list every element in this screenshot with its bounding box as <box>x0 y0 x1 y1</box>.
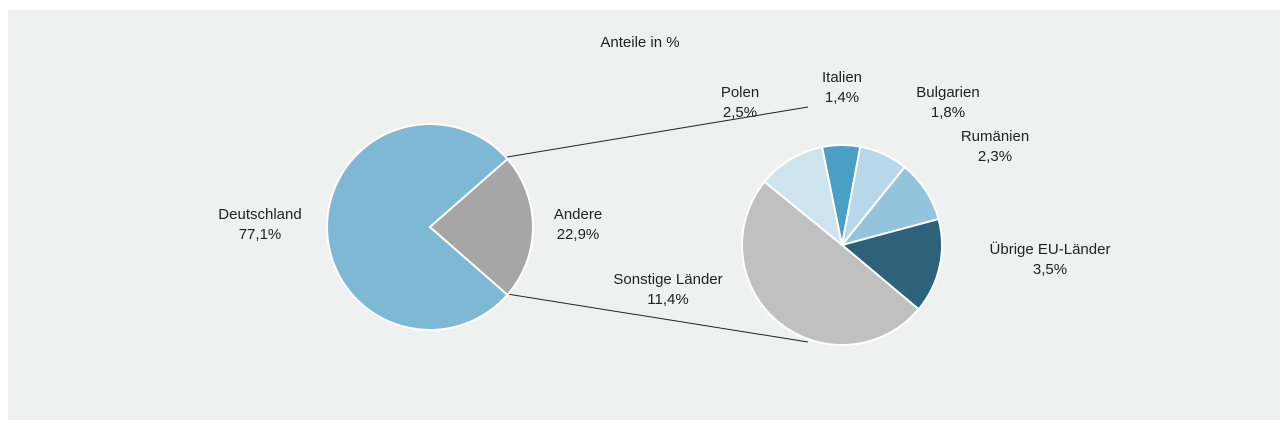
slice-value-label: 77,1% <box>239 226 282 243</box>
pie-slice <box>763 145 844 248</box>
slice-label: Übrige EU-Länder <box>990 240 1111 258</box>
slice-label: Deutschland <box>218 206 301 223</box>
slice-value-label: 11,4% <box>647 291 688 308</box>
pie-slice <box>428 157 534 297</box>
slice-value-label: 2,5% <box>723 104 757 121</box>
slice-label: Rumänien <box>961 128 1029 145</box>
slice-value-label: 1,4% <box>825 89 859 106</box>
slice-label: Andere <box>554 206 602 223</box>
pie-slice <box>326 123 509 331</box>
slice-label: Sonstige Länder <box>613 271 722 288</box>
chart-title: Anteile in % <box>600 34 679 51</box>
slice-label: Italien <box>822 69 862 86</box>
slice-label: Bulgarien <box>916 84 979 101</box>
pie-slice <box>741 180 921 346</box>
slice-value-label: 22,9% <box>557 226 600 243</box>
slice-label: Polen <box>721 84 759 101</box>
connector <box>506 106 809 158</box>
slice-value-label: 3,5% <box>1033 261 1067 278</box>
slice-value-label: 2,3% <box>978 148 1012 165</box>
pie-slice <box>839 217 943 311</box>
background <box>8 10 1280 420</box>
slice-value-label: 1,8% <box>931 104 965 121</box>
connector <box>506 293 809 343</box>
